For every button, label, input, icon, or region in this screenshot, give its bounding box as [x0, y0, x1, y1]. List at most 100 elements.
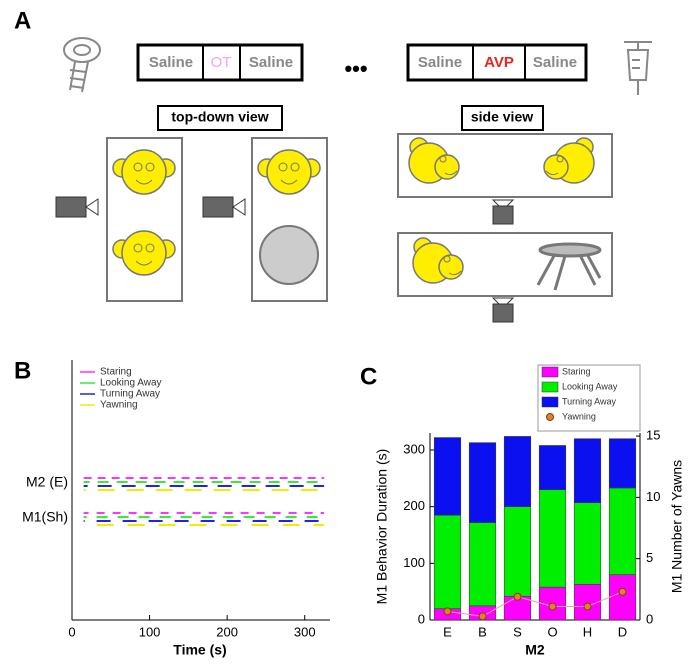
legend-label: Staring — [100, 367, 132, 378]
label-box — [461, 105, 544, 131]
camera-lens — [232, 198, 246, 216]
camera — [55, 196, 87, 218]
bar-segment — [468, 522, 497, 607]
legend-label: Yawning — [100, 400, 138, 411]
eye — [278, 162, 288, 172]
row-label: M2 (E) — [26, 474, 68, 490]
eye — [145, 162, 155, 172]
legend-label: Yawning — [562, 411, 596, 421]
camera — [492, 205, 514, 225]
eye — [443, 255, 451, 263]
x-tick-label: B — [478, 624, 487, 639]
bar-segment — [503, 436, 532, 507]
x-tick-label: S — [513, 624, 522, 639]
legend-label: Staring — [562, 366, 591, 376]
legend-label: Turning Away — [562, 396, 617, 406]
x-tick-label: D — [618, 624, 627, 639]
y2-tick-label: 15 — [646, 428, 660, 443]
eye — [133, 162, 143, 172]
bar-segment — [573, 502, 602, 585]
yawn-line — [447, 591, 623, 617]
sequence-box — [136, 43, 304, 82]
snout — [543, 154, 569, 180]
mouth — [280, 179, 298, 185]
treatment: Saline — [418, 54, 462, 71]
view-label: top-down view — [171, 109, 268, 125]
monkey-icon — [257, 149, 321, 195]
eye — [556, 155, 564, 163]
legend-label: Looking Away — [100, 378, 162, 389]
bar-segment — [608, 438, 637, 489]
x-tick-label: 300 — [294, 624, 316, 639]
x-tick-label: H — [583, 624, 592, 639]
mouth — [448, 270, 462, 276]
snout — [434, 154, 460, 180]
y2-tick-label: 0 — [646, 611, 653, 626]
yawn-point — [478, 612, 487, 621]
x-tick-label: 100 — [139, 624, 161, 639]
bar-segment — [538, 489, 567, 588]
object — [259, 225, 319, 285]
stool — [536, 242, 602, 291]
bar-segment — [468, 442, 497, 523]
head — [266, 149, 312, 195]
camera — [202, 196, 234, 218]
bar-segment — [608, 574, 637, 621]
yawn-point — [548, 602, 557, 611]
sequence-box — [406, 43, 588, 82]
panel-label: A — [14, 7, 31, 34]
legend-swatch — [541, 396, 559, 408]
legend-swatch — [541, 366, 559, 378]
label-box — [157, 105, 283, 131]
y-tick-label: 100 — [403, 555, 425, 570]
x-tick-label: 200 — [216, 624, 238, 639]
bar-segment — [573, 438, 602, 503]
x-tick-label: O — [547, 624, 557, 639]
x-tick-label: E — [443, 624, 452, 639]
treatment: Saline — [533, 54, 577, 71]
snout — [438, 254, 464, 280]
treatment: Saline — [149, 54, 193, 71]
yawn-point — [513, 592, 522, 601]
ellipsis: ••• — [344, 56, 367, 81]
head — [121, 149, 167, 195]
legend-label: Looking Away — [562, 381, 618, 391]
monkey-icon — [112, 230, 176, 276]
mouth — [135, 260, 153, 266]
y-tick-label: 200 — [403, 498, 425, 513]
camera-lens — [491, 297, 515, 305]
y-tick-label: 300 — [403, 441, 425, 456]
legend-swatch — [541, 381, 559, 393]
legend-swatch — [546, 413, 554, 421]
treatment: AVP — [484, 54, 514, 71]
mouth — [135, 179, 153, 185]
eye — [439, 155, 447, 163]
y2-axis-label: M1 Number of Yawns — [669, 460, 685, 593]
y-tick-label: 0 — [418, 611, 425, 626]
x-tick-label: 0 — [68, 624, 75, 639]
head — [121, 230, 167, 276]
panel-label: C — [360, 363, 377, 390]
yawn-point — [583, 602, 592, 611]
monkey-icon — [408, 137, 460, 184]
treatment: Saline — [249, 54, 293, 71]
bar-segment — [608, 487, 637, 575]
treatment: OT — [211, 54, 232, 71]
monkey-icon — [412, 237, 464, 284]
bar-segment — [538, 445, 567, 490]
camera-lens — [85, 198, 99, 216]
yawn-point — [618, 587, 627, 596]
mouth — [444, 170, 458, 176]
legend-label: Turning Away — [100, 389, 160, 400]
monkey-icon — [112, 149, 176, 195]
bar-segment — [503, 506, 532, 597]
eye — [133, 243, 143, 253]
arena — [106, 133, 613, 302]
panel-label: B — [14, 357, 31, 384]
view-label: side view — [471, 109, 533, 125]
bar-segment — [433, 514, 462, 609]
y-axis-label: M1 Behavior Duration (s) — [374, 449, 390, 605]
x-axis-label: Time (s) — [173, 642, 226, 658]
eye — [290, 162, 300, 172]
